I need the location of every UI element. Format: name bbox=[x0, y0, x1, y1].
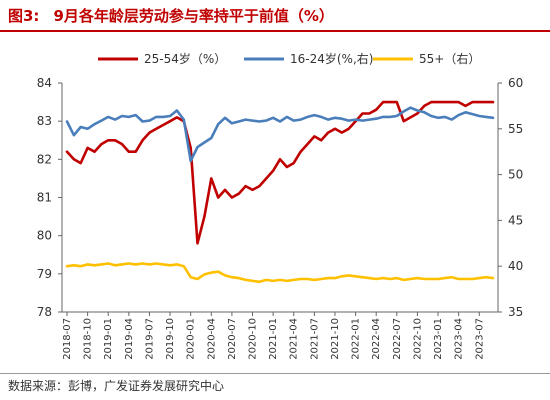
x-axis-tick-label: 2020-10 bbox=[248, 318, 259, 360]
x-axis-tick-label: 2022-04 bbox=[371, 318, 382, 360]
x-axis-tick-label: 2021-04 bbox=[289, 318, 300, 360]
x-axis-tick-label: 2022-10 bbox=[412, 318, 423, 360]
x-axis-tick-label: 2019-07 bbox=[144, 318, 155, 360]
x-axis-tick-label: 2018-07 bbox=[62, 318, 73, 360]
x-axis-tick-label: 2021-07 bbox=[309, 318, 320, 360]
x-axis-tick-label: 2023-07 bbox=[474, 318, 485, 360]
series-line-2 bbox=[65, 106, 495, 163]
left-axis-tick-label: 78 bbox=[37, 305, 52, 319]
x-axis-tick-label: 2020-04 bbox=[206, 318, 217, 360]
figure-title: 图3: 9月各年龄层劳动参与率持平于前值（%） bbox=[8, 5, 334, 26]
chart-series bbox=[65, 100, 495, 284]
right-axis-tick-label: 40 bbox=[508, 259, 523, 273]
chart-axes: 78 79 80 81 82 83 84 35 40 45 50 55 60 2018-07 2018-10… bbox=[37, 76, 524, 360]
x-axis-tick-label: 2022-01 bbox=[351, 318, 362, 360]
right-axis-tick-label: 50 bbox=[508, 168, 523, 182]
x-axis-tick-label: 2019-10 bbox=[165, 318, 176, 360]
x-axis-tick-label: 2018-10 bbox=[83, 318, 94, 360]
right-axis-tick-label: 35 bbox=[508, 305, 523, 319]
series-line-3 bbox=[65, 262, 495, 284]
legend-label-3: 55+（右） bbox=[419, 51, 480, 66]
right-axis-tick-label: 55 bbox=[508, 122, 523, 136]
left-axis-tick-label: 81 bbox=[37, 191, 52, 205]
figure-title-bar: 图3: 9月各年龄层劳动参与率持平于前值（%） bbox=[0, 0, 550, 30]
series-line-1 bbox=[65, 100, 495, 245]
figure-label: 图3: bbox=[8, 7, 40, 25]
x-axis-tick-label: 2019-01 bbox=[103, 318, 114, 360]
figure-title-text: 9月各年龄层劳动参与率持平于前值（%） bbox=[53, 7, 334, 25]
x-axis-tick-label: 2022-07 bbox=[392, 318, 403, 360]
legend-label-1: 25-54岁（%） bbox=[144, 51, 226, 66]
x-axis-tick-label: 2020-07 bbox=[227, 318, 238, 360]
x-axis-tick-label: 2023-04 bbox=[454, 318, 465, 360]
x-axis-tick-label: 2020-01 bbox=[186, 318, 197, 360]
legend-label-2: 16-24岁(%,右) bbox=[290, 51, 373, 66]
right-axis-tick-label: 45 bbox=[508, 213, 523, 227]
x-axis-tick-label: 2023-01 bbox=[433, 318, 444, 360]
source-note: 数据来源：彭博，广发证券发展研究中心 bbox=[8, 379, 225, 393]
left-axis-tick-label: 80 bbox=[37, 229, 52, 243]
x-axis-tick-label: 2021-10 bbox=[330, 318, 341, 360]
x-axis-tick-label: 2019-04 bbox=[124, 318, 135, 360]
right-axis-tick-label: 60 bbox=[508, 76, 523, 90]
left-axis-tick-label: 82 bbox=[37, 152, 52, 166]
x-axis-tick-label: 2021-01 bbox=[268, 318, 279, 360]
legend: 25-54岁（%） 16-24岁(%,右) 55+（右） bbox=[98, 51, 480, 66]
left-axis-tick-label: 79 bbox=[37, 267, 52, 281]
title-divider bbox=[0, 30, 550, 32]
left-axis-tick-label: 83 bbox=[37, 114, 52, 128]
source-divider bbox=[0, 373, 550, 374]
left-axis-tick-label: 84 bbox=[37, 76, 52, 90]
